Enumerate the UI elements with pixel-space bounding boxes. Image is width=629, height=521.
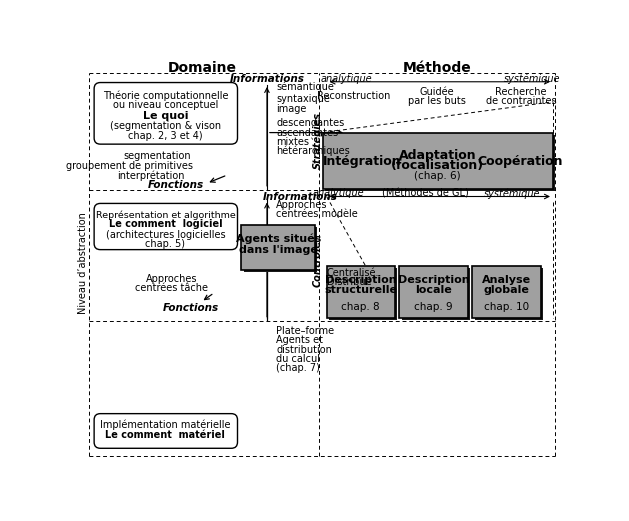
Text: Plate–forme: Plate–forme bbox=[276, 326, 335, 336]
Text: Centralisé.: Centralisé. bbox=[326, 268, 379, 278]
Text: Adaptation: Adaptation bbox=[399, 149, 476, 162]
Text: Théorie computationnelle: Théorie computationnelle bbox=[103, 90, 228, 101]
Text: Contrôle: Contrôle bbox=[313, 240, 322, 287]
Text: (architectures logicielles: (architectures logicielles bbox=[106, 230, 225, 240]
Text: sémantique: sémantique bbox=[276, 82, 334, 92]
Bar bbox=[399, 266, 468, 318]
Text: segmentation: segmentation bbox=[123, 151, 191, 160]
Text: Description: Description bbox=[398, 275, 469, 284]
Text: Implémentation matérielle: Implémentation matérielle bbox=[100, 420, 231, 430]
Text: Recherche: Recherche bbox=[496, 87, 547, 97]
Text: distribution: distribution bbox=[276, 345, 332, 355]
Text: interprétation: interprétation bbox=[117, 170, 185, 181]
Text: Reconstruction: Reconstruction bbox=[317, 91, 391, 102]
Text: chap. 10: chap. 10 bbox=[484, 302, 529, 313]
Text: Description: Description bbox=[325, 275, 396, 284]
Text: (chap. 7): (chap. 7) bbox=[276, 363, 320, 373]
Text: Intégration: Intégration bbox=[323, 155, 401, 168]
Text: Méthode: Méthode bbox=[403, 61, 472, 75]
Text: groupement de primitives: groupement de primitives bbox=[66, 160, 193, 171]
Text: Approches: Approches bbox=[276, 200, 328, 210]
Text: chap. 2, 3 et 4): chap. 2, 3 et 4) bbox=[128, 131, 203, 141]
Text: Informations: Informations bbox=[263, 192, 338, 202]
Bar bbox=[472, 266, 540, 318]
FancyBboxPatch shape bbox=[94, 82, 238, 144]
Text: Agents et: Agents et bbox=[276, 336, 323, 345]
Text: chap. 9: chap. 9 bbox=[415, 302, 453, 313]
Text: Informations: Informations bbox=[230, 73, 304, 84]
Text: du calcul: du calcul bbox=[276, 354, 320, 364]
Text: descendantes: descendantes bbox=[276, 118, 345, 128]
Text: ascendantes: ascendantes bbox=[276, 128, 338, 138]
Text: systémique: systémique bbox=[484, 188, 541, 199]
Text: dans l'image: dans l'image bbox=[239, 245, 318, 255]
Text: Stratégies: Stratégies bbox=[312, 112, 323, 169]
FancyBboxPatch shape bbox=[94, 414, 238, 448]
Text: chap. 5): chap. 5) bbox=[145, 239, 186, 249]
Text: Approches: Approches bbox=[146, 274, 198, 284]
Bar bbox=[323, 132, 553, 189]
Text: (focalisation): (focalisation) bbox=[391, 159, 484, 172]
FancyBboxPatch shape bbox=[94, 203, 238, 250]
Text: Distribué: Distribué bbox=[326, 277, 371, 287]
Text: syntaxique: syntaxique bbox=[276, 94, 330, 104]
Text: Le quoi: Le quoi bbox=[143, 110, 188, 121]
Text: Le comment  logiciel: Le comment logiciel bbox=[109, 219, 222, 229]
Bar bbox=[402, 268, 470, 320]
Text: Fonctions: Fonctions bbox=[163, 303, 219, 313]
Text: (segmentation & vison: (segmentation & vison bbox=[110, 121, 221, 131]
Text: locale: locale bbox=[415, 284, 452, 295]
Text: analytique: analytique bbox=[320, 73, 372, 84]
Text: hétérarchiques: hétérarchiques bbox=[276, 146, 350, 156]
Text: centrées tâche: centrées tâche bbox=[135, 283, 208, 293]
Text: structurelle: structurelle bbox=[324, 284, 398, 295]
Text: analytique: analytique bbox=[313, 189, 364, 199]
Text: Le comment  matériel: Le comment matériel bbox=[106, 430, 225, 440]
Text: centrées modèle: centrées modèle bbox=[276, 209, 358, 219]
Bar bbox=[325, 135, 555, 191]
Text: (chap. 6): (chap. 6) bbox=[414, 171, 461, 181]
Text: de contraintes: de contraintes bbox=[486, 96, 557, 106]
Text: Représentation et algorithme: Représentation et algorithme bbox=[96, 210, 235, 220]
Text: globale: globale bbox=[484, 284, 530, 295]
Text: (Méthodes de GL): (Méthodes de GL) bbox=[382, 189, 469, 199]
Bar bbox=[329, 268, 397, 320]
Text: Guidée: Guidée bbox=[420, 87, 454, 97]
Text: image: image bbox=[276, 105, 306, 115]
Text: Analyse: Analyse bbox=[482, 275, 531, 284]
Text: Agents situés: Agents situés bbox=[236, 233, 321, 244]
Text: Coopération: Coopération bbox=[477, 155, 563, 168]
Bar bbox=[242, 225, 315, 270]
Text: ou niveau conceptuel: ou niveau conceptuel bbox=[113, 100, 218, 110]
Bar bbox=[243, 227, 317, 272]
Text: Domaine: Domaine bbox=[168, 61, 237, 75]
Text: par les buts: par les buts bbox=[408, 96, 465, 106]
Text: Fonctions: Fonctions bbox=[148, 180, 204, 190]
Bar bbox=[475, 268, 543, 320]
Bar bbox=[326, 266, 395, 318]
Text: mixtes: mixtes bbox=[276, 137, 309, 147]
Text: chap. 8: chap. 8 bbox=[342, 302, 380, 313]
Text: systémique: systémique bbox=[504, 73, 560, 84]
Text: Niveau d’abstraction: Niveau d’abstraction bbox=[77, 213, 87, 315]
